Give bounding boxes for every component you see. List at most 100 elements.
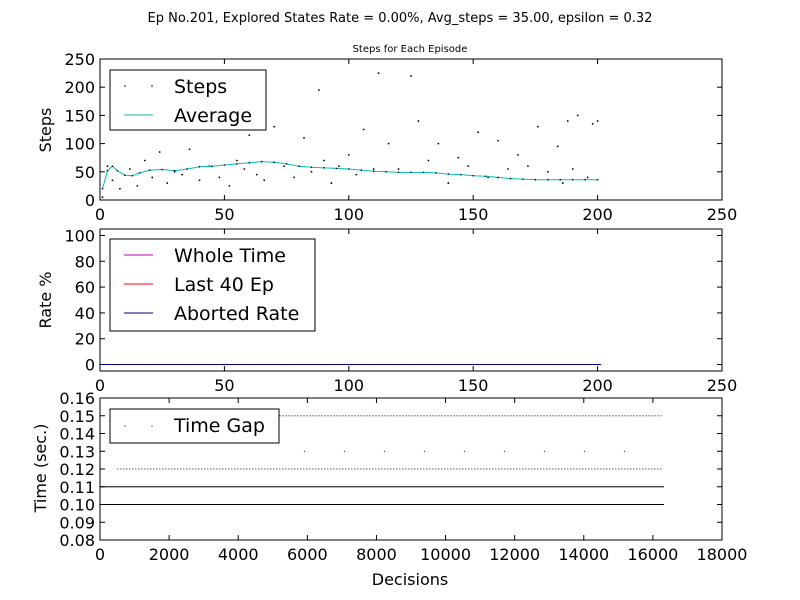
time-gap-point [484,504,485,505]
time-gap-point [605,504,606,505]
time-gap-point [454,486,455,488]
time-gap-point [408,486,409,488]
time-gap-point [540,415,542,417]
time-gap-point [642,486,643,488]
time-gap-point [151,504,152,505]
time-gap-point [124,504,125,505]
time-gap-point [522,468,524,470]
time-gap-point [280,504,281,505]
time-gap-point [425,486,426,488]
time-gap-point [384,486,385,488]
time-gap-point [179,486,180,488]
rate-point [221,364,223,366]
time-gap-point [575,504,576,505]
time-gap-point [461,504,462,505]
time-gap-point [175,504,176,505]
time-gap-point [573,504,574,505]
y-tick-label: 0.10 [59,496,95,515]
time-gap-point [412,504,413,505]
time-gap-point [258,504,259,505]
time-gap-point [443,486,444,488]
time-gap-point [501,415,503,417]
time-gap-point [319,504,320,505]
time-gap-point [198,468,200,470]
time-gap-point [472,504,473,505]
rate-point [460,364,462,366]
time-gap-point [539,486,540,488]
average-point [106,169,109,172]
time-gap-point [362,504,363,505]
time-gap-point [650,504,651,505]
time-gap-point [288,504,289,505]
time-gap-point [176,486,177,488]
time-gap-point [607,486,608,488]
time-gap-point [207,468,209,470]
time-gap-point [264,486,265,488]
time-gap-point [465,468,467,470]
time-gap-point [427,486,428,488]
time-gap-point [544,486,545,488]
time-gap-point [621,415,623,417]
time-gap-point [355,504,356,505]
time-gap-point [560,504,561,505]
time-gap-point [136,486,137,488]
time-gap-point [486,415,488,417]
time-gap-point [591,415,593,417]
time-gap-point [548,504,549,505]
time-gap-point [289,504,290,505]
time-gap-point [571,504,572,505]
time-gap-point [477,468,479,470]
time-gap-point [128,486,129,488]
time-gap-point [453,415,455,417]
time-gap-point [120,468,122,470]
time-gap-point [350,486,351,488]
time-gap-point [653,486,654,488]
rate-point [500,364,502,366]
time-gap-point [444,486,445,488]
time-gap-point [371,504,372,505]
time-gap-point [591,468,593,470]
time-gap-point [429,504,430,505]
time-gap-point [190,504,191,505]
rate-point [341,364,343,366]
y-tick-label: 0.13 [59,442,95,461]
time-gap-point [566,486,567,488]
time-gap-point [559,504,560,505]
time-gap-point [132,468,134,470]
average-point [111,165,114,167]
x-tick-label: 250 [707,205,738,224]
y-tick-label: 200 [64,78,95,97]
time-gap-point [537,468,539,470]
time-gap-point [188,504,189,505]
time-gap-point [396,504,397,505]
time-gap-point [184,486,185,488]
steps-point [586,176,589,179]
time-gap-point [369,504,370,505]
time-gap-point [185,486,186,488]
time-gap-point [281,486,282,488]
rate-point [187,364,189,366]
time-gap-point [282,504,283,505]
time-gap-point [399,468,401,470]
rate-point [580,364,582,366]
time-gap-point [230,504,231,505]
time-gap-point [147,468,149,470]
time-gap-point [343,486,344,488]
time-gap-point [529,504,530,505]
time-gap-point [489,504,490,505]
time-gap-point [522,415,524,417]
steps-point [128,168,131,170]
time-gap-point [144,504,145,505]
time-gap-point [572,504,573,505]
time-gap-point [342,486,343,488]
time-gap-point [358,486,359,488]
time-gap-point [378,486,379,488]
steps-point [166,182,169,184]
rate-point [281,364,283,366]
time-gap-point [137,504,138,505]
time-gap-point [152,486,153,488]
time-gap-point [504,486,505,488]
time-gap-point [488,486,489,488]
time-gap-point [465,486,466,488]
time-gap-point [504,504,505,505]
